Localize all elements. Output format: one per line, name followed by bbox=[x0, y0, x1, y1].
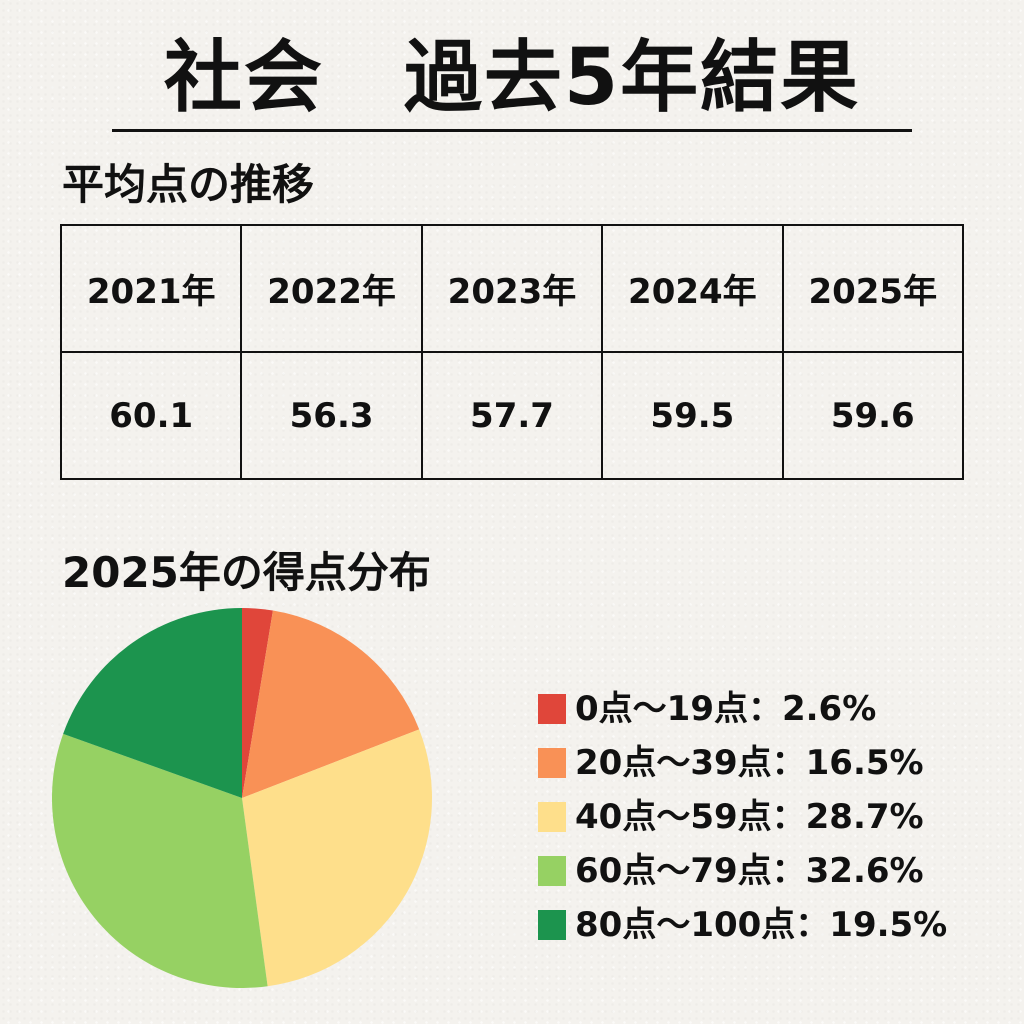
page-title: 社会 過去5年結果 bbox=[112, 28, 912, 132]
average-row: 60.1 56.3 57.7 59.5 59.6 bbox=[59, 351, 965, 480]
distribution-heading: 2025年の得点分布 bbox=[62, 548, 431, 597]
legend-item: 40点～59点：28.7% bbox=[538, 790, 1008, 844]
year-cell: 2021年 bbox=[59, 224, 243, 353]
pie-slice-3 bbox=[242, 729, 432, 987]
average-cell: 57.7 bbox=[420, 351, 604, 480]
legend-label: 60点～79点：32.6% bbox=[575, 851, 924, 891]
legend-label: 20点～39点：16.5% bbox=[575, 743, 924, 783]
legend-item: 0点～19点：2.6% bbox=[538, 682, 1008, 736]
average-cell: 59.6 bbox=[781, 351, 965, 480]
average-score-heading: 平均点の推移 bbox=[62, 160, 315, 209]
legend-item: 20点～39点：16.5% bbox=[538, 736, 1008, 790]
year-cell: 2023年 bbox=[420, 224, 604, 353]
year-row: 2021年 2022年 2023年 2024年 2025年 bbox=[59, 224, 965, 353]
legend-swatch bbox=[538, 856, 566, 886]
legend-label: 0点～19点：2.6% bbox=[575, 689, 877, 729]
legend-swatch bbox=[538, 694, 566, 724]
year-cell: 2025年 bbox=[781, 224, 965, 353]
year-cell: 2022年 bbox=[240, 224, 423, 353]
legend-item: 60点～79点：32.6% bbox=[538, 844, 1008, 898]
score-distribution-pie-chart bbox=[51, 608, 432, 988]
average-cell: 56.3 bbox=[240, 351, 423, 480]
pie-slice-5 bbox=[63, 608, 242, 798]
average-cell: 60.1 bbox=[59, 351, 243, 480]
pie-slice-4 bbox=[51, 733, 268, 988]
legend-swatch bbox=[538, 910, 566, 940]
pie-slice-1 bbox=[242, 608, 273, 798]
legend-swatch bbox=[538, 748, 566, 778]
legend-swatch bbox=[538, 802, 566, 832]
legend-label: 40点～59点：28.7% bbox=[575, 797, 924, 837]
year-cell: 2024年 bbox=[601, 224, 784, 353]
pie-slice-2 bbox=[242, 610, 420, 798]
average-cell: 59.5 bbox=[601, 351, 784, 480]
legend-item: 80点～100点：19.5% bbox=[538, 898, 1008, 952]
average-score-table: 2021年 2022年 2023年 2024年 2025年 60.1 56.3 … bbox=[59, 224, 965, 480]
legend-label: 80点～100点：19.5% bbox=[575, 905, 948, 945]
chart-legend: 0点～19点：2.6% 20点～39点：16.5% 40点～59点：28.7% 60点… bbox=[538, 682, 1008, 952]
